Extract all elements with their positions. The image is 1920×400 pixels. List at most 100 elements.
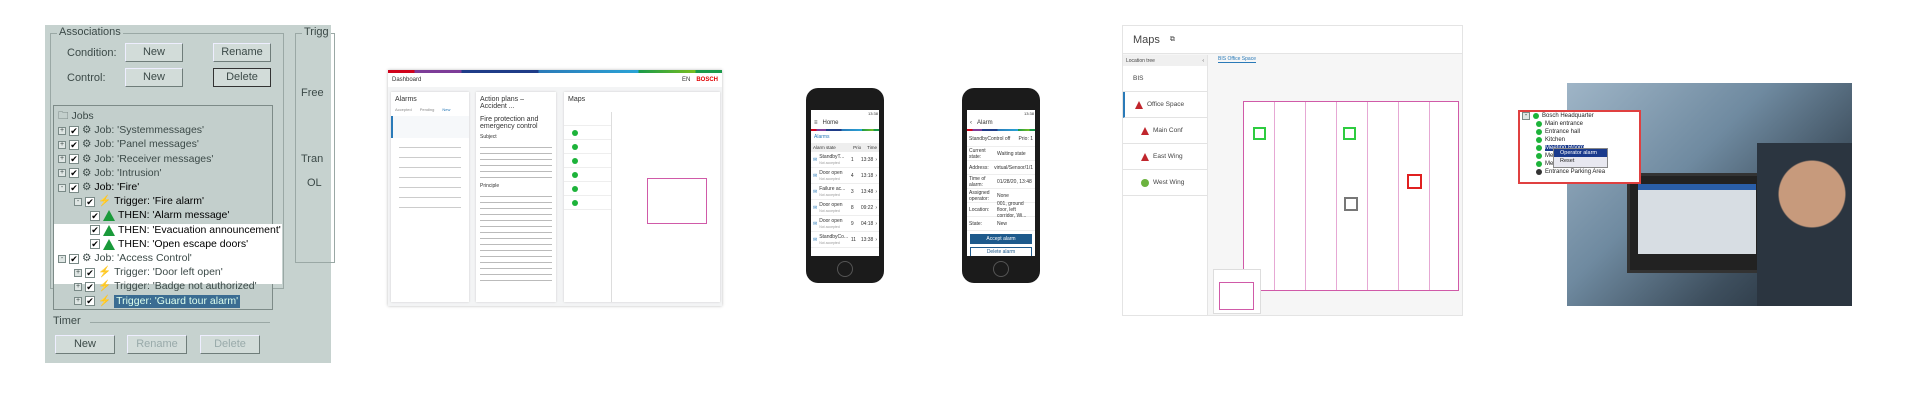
rename-button[interactable]: Rename: [213, 43, 271, 62]
checkbox[interactable]: ✔: [90, 225, 100, 236]
tree-item[interactable]: ✔ THEN: 'Open escape doors': [90, 238, 248, 251]
checkbox[interactable]: ✔: [85, 196, 95, 207]
menu-icon[interactable]: ≡: [814, 120, 818, 126]
tree-root[interactable]: Bosch Headquarter: [1542, 113, 1594, 119]
device-ok-icon[interactable]: [1343, 127, 1356, 140]
checkbox[interactable]: ✔: [69, 168, 79, 179]
alarms-title: Alarms: [395, 96, 417, 103]
tab-new[interactable]: New: [442, 107, 451, 112]
expand-icon[interactable]: -: [58, 254, 66, 263]
delete-alarm-button[interactable]: Delete alarm: [970, 247, 1032, 256]
tab-accepted[interactable]: Accepted: [395, 107, 412, 112]
jobs-tree[interactable]: 🗀 Jobs + ✔ ⚙ Job: 'Systemmessages' + ✔ ⚙ Job: 'Pa…: [53, 105, 282, 310]
alarm-row[interactable]: ✉ Door open Not accepted 9 04:18 ›: [811, 216, 879, 232]
timer-delete-button[interactable]: Delete: [200, 335, 260, 354]
tree-item-location[interactable]: Office Space: [1123, 92, 1207, 118]
timer-rename-button[interactable]: Rename: [127, 335, 187, 354]
collapse-icon[interactable]: ‹: [1202, 58, 1204, 64]
tree-item[interactable]: + ✔ ⚙ Job: 'Receiver messages': [58, 153, 213, 166]
alarm-row[interactable]: ✉ StandbyCo... Not accepted 11 13:38 ›: [811, 232, 879, 248]
tree-item[interactable]: + ✔ ⚡ Trigger: 'Guard tour alarm': [74, 294, 241, 308]
menu-reset[interactable]: Reset: [1560, 158, 1575, 164]
expand-icon[interactable]: -: [58, 183, 66, 192]
collapse-icon[interactable]: -: [1522, 112, 1530, 120]
alarm-row[interactable]: ✉ Door open Not accepted 4 13:18 ›: [811, 168, 879, 184]
language-select[interactable]: EN: [681, 77, 691, 83]
expand-icon[interactable]: +: [58, 140, 66, 149]
home-button[interactable]: [837, 261, 853, 277]
web-tree-item[interactable]: [564, 140, 611, 154]
checkbox[interactable]: ✔: [85, 267, 95, 278]
tree-item[interactable]: - ✔ ⚙ Job: 'Access Control': [58, 252, 192, 265]
tree-item[interactable]: Entrance Parking Area: [1520, 168, 1639, 176]
alarm-row[interactable]: ✉ Failure ac... Not accepted 3 13:48 ›: [811, 184, 879, 200]
menu-operator-alarm[interactable]: Operator alarm: [1554, 149, 1607, 157]
floorplan-thumbnail[interactable]: [647, 178, 707, 224]
accept-alarm-button[interactable]: Accept alarm: [970, 234, 1032, 244]
tree-item[interactable]: Entrance hall: [1520, 128, 1639, 136]
tree-item[interactable]: + ✔ ⚡ Trigger: 'Badge not authorized': [74, 280, 257, 293]
device-alarm-icon[interactable]: [1407, 174, 1422, 189]
expand-icon[interactable]: +: [58, 169, 66, 178]
web-tree-item[interactable]: [564, 196, 611, 210]
alarm-item[interactable]: [391, 116, 469, 138]
external-link-icon[interactable]: ⧉: [1169, 35, 1175, 43]
tree-item-location[interactable]: West Wing: [1123, 170, 1207, 196]
checkbox[interactable]: ✔: [90, 239, 100, 250]
device-ok-icon[interactable]: [1253, 127, 1266, 140]
alarm-row[interactable]: ✉ StandbyT... Not accepted 1 13:38 ›: [811, 152, 879, 168]
expand-icon[interactable]: +: [58, 155, 66, 164]
tree-item[interactable]: - ✔ ⚡ Trigger: 'Fire alarm': [74, 195, 204, 208]
tab-pending[interactable]: Pending: [419, 107, 435, 112]
tree-item[interactable]: + ✔ ⚙ Job: 'Intrusion': [58, 167, 161, 180]
tab-office-space[interactable]: BIS Office Space: [1218, 56, 1256, 63]
checkbox[interactable]: ✔: [85, 281, 95, 292]
checkbox[interactable]: ✔: [90, 210, 100, 221]
alarm-row[interactable]: ✉ Door open Not accepted 8 09:22 ›: [811, 200, 879, 216]
checkbox[interactable]: ✔: [85, 296, 95, 307]
tree-item[interactable]: Kitchen: [1520, 136, 1639, 144]
tree-item-bis[interactable]: BIS: [1123, 66, 1207, 92]
tab-alarms[interactable]: Alarms: [814, 134, 830, 140]
home-button[interactable]: [993, 261, 1009, 277]
device-inactive-icon[interactable]: [1344, 197, 1358, 211]
condition-new-button[interactable]: New: [125, 43, 183, 62]
back-icon[interactable]: ‹: [970, 120, 972, 126]
checkbox[interactable]: ✔: [69, 125, 79, 136]
expand-icon[interactable]: -: [74, 197, 82, 206]
tree-item-location[interactable]: Main Conf: [1123, 118, 1207, 144]
tree-item[interactable]: ✔ THEN: 'Evacuation announcement': [90, 224, 281, 237]
status-time: 13:38: [1023, 111, 1034, 116]
expand-icon[interactable]: +: [58, 126, 66, 135]
job-icon: ⚙: [82, 166, 92, 179]
tree-item[interactable]: + ✔ ⚡ Trigger: 'Door left open': [74, 266, 223, 279]
expand-icon[interactable]: +: [74, 268, 82, 277]
web-tree-item[interactable]: [564, 182, 611, 196]
web-tree-item[interactable]: [564, 168, 611, 182]
web-tree-item[interactable]: [564, 112, 611, 126]
expand-icon[interactable]: +: [74, 297, 82, 306]
alarm-time: 13:38: [860, 236, 874, 243]
minimap[interactable]: [1213, 269, 1261, 314]
tree-item-location[interactable]: East Wing: [1123, 144, 1207, 170]
condition-label: Condition:: [67, 47, 117, 59]
checkbox[interactable]: ✔: [69, 139, 79, 150]
web-tree-item[interactable]: [564, 126, 611, 140]
tree-item[interactable]: 🗀 Jobs: [58, 110, 94, 123]
status-ok-icon: [1536, 161, 1542, 167]
web-tree-item[interactable]: [564, 154, 611, 168]
checkbox[interactable]: ✔: [69, 182, 79, 193]
floorplan[interactable]: [1243, 101, 1459, 291]
delete-button[interactable]: Delete: [213, 68, 271, 87]
tree-item[interactable]: Main entrance: [1520, 120, 1639, 128]
tree-item[interactable]: ✔ THEN: 'Alarm message': [90, 209, 229, 222]
checkbox[interactable]: ✔: [69, 154, 79, 165]
checkbox[interactable]: ✔: [69, 253, 79, 264]
breadcrumb[interactable]: Dashboard: [392, 77, 422, 83]
tree-item[interactable]: - ✔ ⚙ Job: 'Fire': [58, 181, 139, 194]
expand-icon[interactable]: +: [74, 282, 82, 291]
tree-item[interactable]: + ✔ ⚙ Job: 'Systemmessages': [58, 124, 204, 137]
timer-new-button[interactable]: New: [55, 335, 115, 354]
tree-item[interactable]: + ✔ ⚙ Job: 'Panel messages': [58, 138, 199, 151]
control-new-button[interactable]: New: [125, 68, 183, 87]
